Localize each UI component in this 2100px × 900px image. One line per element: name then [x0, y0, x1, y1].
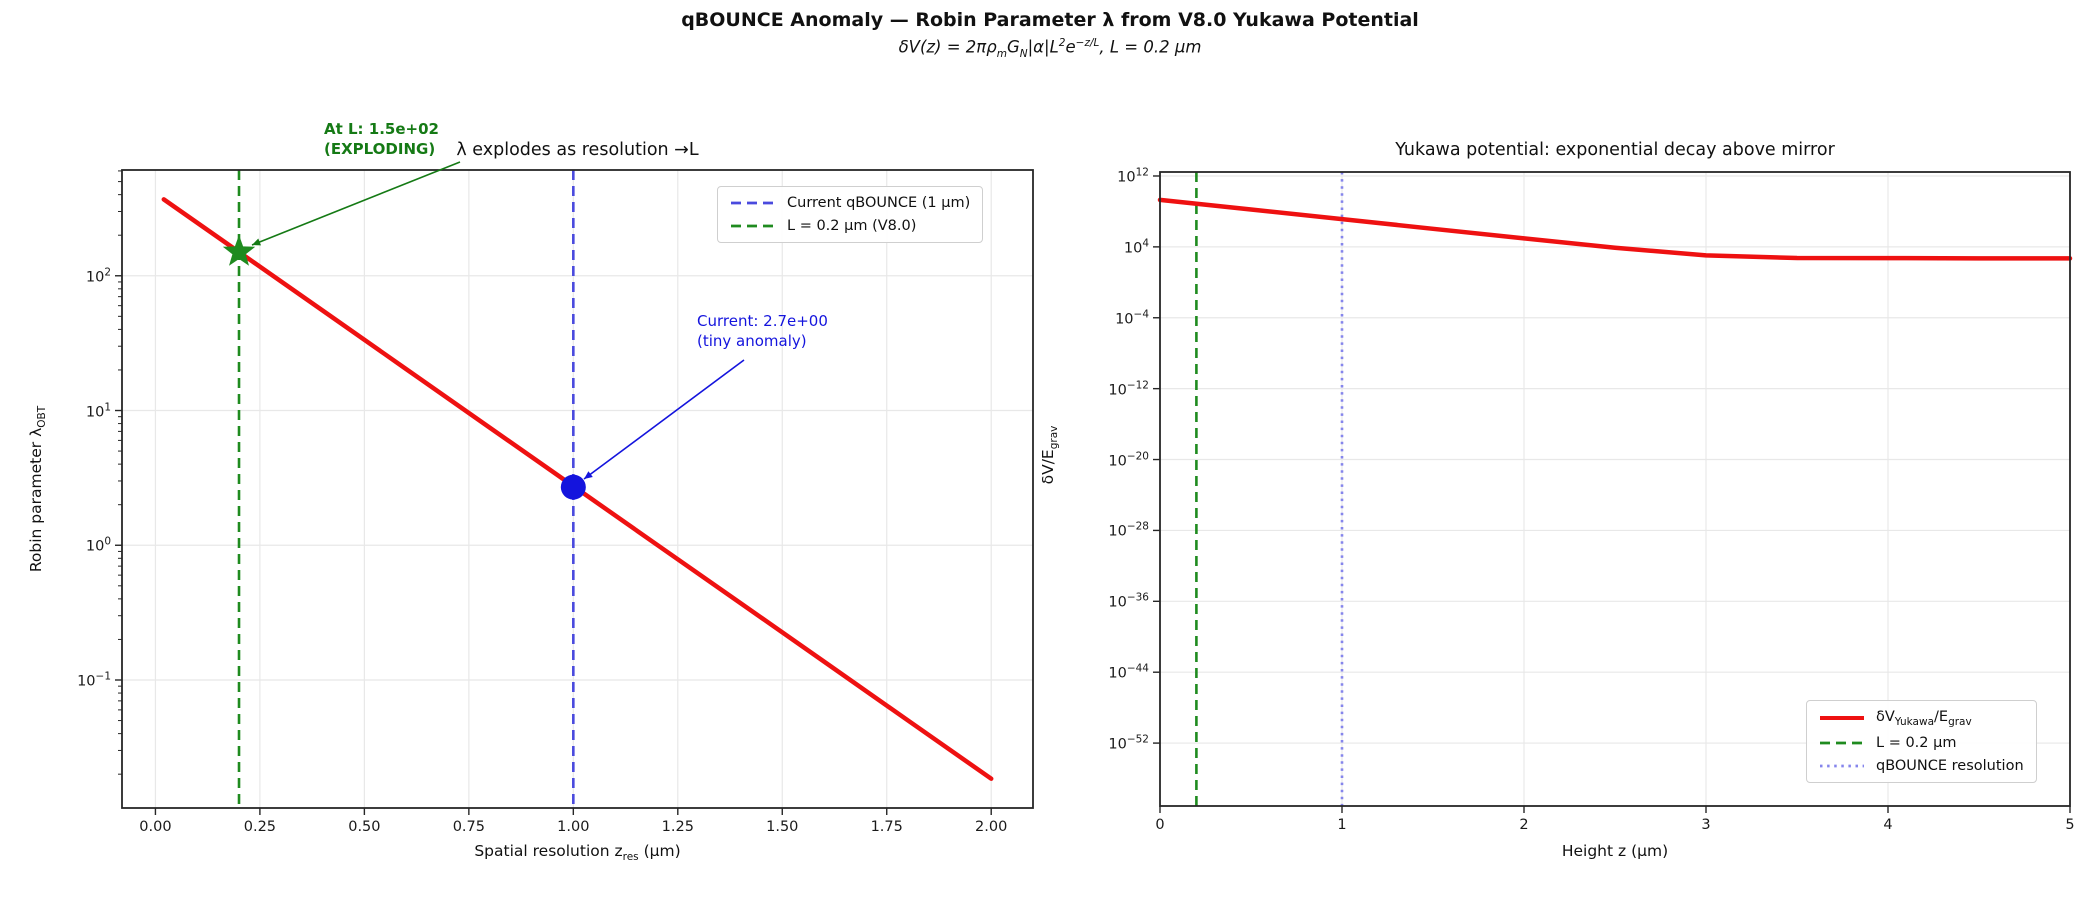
- plot-border: [121, 169, 1034, 809]
- y-tick-label: 104: [1123, 237, 1149, 257]
- legend-line-sample: [731, 201, 775, 205]
- x-tick-label: 0.00: [139, 819, 172, 835]
- right-plot-xlabel: Height z (μm): [1561, 842, 1669, 860]
- x-tick-label: 2: [1519, 817, 1529, 833]
- figure-title: qBOUNCE Anomaly — Robin Parameter λ from…: [681, 9, 1419, 31]
- x-tick-label: 5: [2065, 817, 2075, 833]
- legend-entry-label: Current qBOUNCE (1 μm): [787, 195, 971, 211]
- legend-entry: δVYukawa/Egrav: [1819, 709, 2024, 728]
- x-tick-label: 0: [1155, 817, 1165, 833]
- legend: Current qBOUNCE (1 μm) L = 0.2 μm (V8.0): [717, 186, 984, 243]
- x-tick-label: 2.00: [975, 819, 1008, 835]
- legend-entry: L = 0.2 μm (V8.0): [730, 218, 970, 234]
- annotation-arrow-head: [584, 471, 593, 479]
- data-series-line: [1157, 197, 2073, 261]
- y-tick-label: 10−20: [1108, 450, 1149, 469]
- legend-entry-label: qBOUNCE resolution: [1876, 757, 2024, 774]
- x-tick-label: 0.75: [452, 819, 485, 835]
- x-tick-label: 1.00: [557, 819, 590, 835]
- y-tick-label: 102: [85, 266, 111, 286]
- y-tick-label: 10−28: [1108, 521, 1149, 540]
- x-tick-label: 1: [1337, 817, 1347, 833]
- right-plot-ylabel: δV/Egrav: [1039, 425, 1061, 485]
- y-tick-label: 100: [85, 535, 111, 555]
- y-tick-label: 10−44: [1108, 662, 1149, 682]
- right-plot-title: Yukawa potential: exponential decay abov…: [1395, 140, 1835, 160]
- plot-border: [1159, 171, 2071, 807]
- x-tick-label: 0.50: [348, 819, 381, 835]
- annotation-text: At L: 1.5e+02 (EXPLODING): [324, 120, 439, 158]
- legend-entry-label: L = 0.2 μm (V8.0): [787, 218, 917, 234]
- y-tick-label: 10−4: [1115, 308, 1149, 328]
- legend-entry: qBOUNCE resolution: [1819, 758, 2024, 774]
- legend-entry: L = 0.2 μm: [1819, 735, 2024, 751]
- star-marker: [222, 235, 256, 266]
- y-tick-label: 10−1: [77, 670, 111, 690]
- left-plot-ylabel: Robin parameter λOBT: [27, 405, 49, 573]
- legend-line-sample: [731, 224, 775, 228]
- annotation-text: Current: 2.7e+00 (tiny anomaly): [697, 312, 828, 350]
- y-tick-label: 10−52: [1108, 733, 1149, 753]
- annotation-arrow-line: [251, 161, 461, 246]
- legend-entry-label: L = 0.2 μm: [1876, 734, 1957, 751]
- left-plot-xlabel: Spatial resolution zres (μm): [474, 842, 681, 864]
- y-tick-label: 101: [85, 401, 111, 420]
- x-tick-label: 0.25: [243, 819, 277, 835]
- x-tick-label: 1.25: [661, 819, 694, 835]
- y-tick-label: 10−12: [1108, 379, 1149, 399]
- x-tick-label: 1.75: [870, 819, 903, 835]
- point-marker: [560, 474, 586, 500]
- legend: δVYukawa/Egrav L = 0.2 μm qBOUNCE resoluti…: [1806, 700, 2037, 783]
- figure-subtitle: δV(z) = 2πρmGN|α|L2e−z/L, L = 0.2 μm: [898, 37, 1202, 60]
- annotation-arrow-line: [583, 359, 745, 480]
- legend-line-sample: [1820, 716, 1864, 721]
- x-tick-label: 4: [1883, 817, 1893, 833]
- legend-line-sample: [1820, 764, 1864, 768]
- legend-line-sample: [1820, 741, 1864, 745]
- x-tick-label: 1.50: [766, 819, 799, 835]
- x-tick-label: 3: [1701, 817, 1711, 833]
- legend-entry: Current qBOUNCE (1 μm): [730, 195, 970, 211]
- legend-entry-label: δVYukawa/Egrav: [1876, 709, 1972, 728]
- y-tick-label: 1012: [1117, 166, 1149, 186]
- left-plot-title: λ explodes as resolution →L: [456, 140, 699, 160]
- annotation-arrow-head: [252, 238, 261, 246]
- y-tick-label: 10−36: [1108, 591, 1149, 611]
